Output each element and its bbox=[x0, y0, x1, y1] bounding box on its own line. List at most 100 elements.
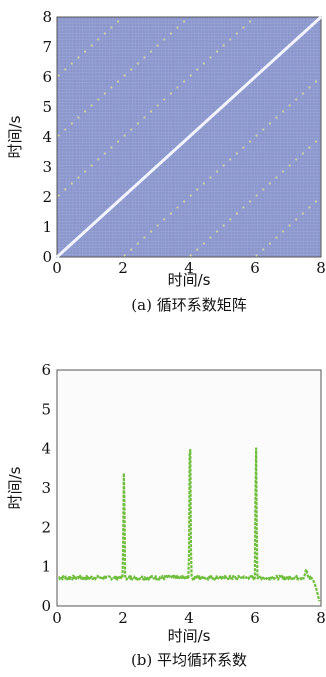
off-diagonal-dots bbox=[57, 20, 186, 137]
diagonal-dot bbox=[182, 20, 186, 23]
diagonal-dot bbox=[262, 248, 265, 251]
matrix-y-tick-label: 8 bbox=[42, 8, 52, 26]
diagonal-dot bbox=[222, 224, 225, 227]
average-y-tick-label: 3 bbox=[41, 479, 51, 497]
diagonal-dot bbox=[308, 206, 311, 209]
diagonal-dot bbox=[202, 242, 205, 245]
matrix-caption: (a) 循环系数矩阵 bbox=[131, 296, 246, 314]
diagonal-dot bbox=[301, 92, 304, 95]
diagonal-dot bbox=[57, 194, 60, 197]
diagonal-dot bbox=[189, 254, 192, 257]
average-x-tick-label: 0 bbox=[52, 609, 62, 627]
average-y-tick-label: 4 bbox=[41, 440, 51, 458]
diagonal-dot bbox=[314, 140, 318, 143]
diagonal-dot bbox=[90, 104, 93, 107]
diagonal-dot bbox=[149, 110, 153, 113]
diagonal-dot bbox=[182, 200, 186, 203]
diagonal-dot bbox=[182, 80, 186, 83]
diagonal-dot bbox=[275, 176, 278, 179]
average-y-label: 时间/s bbox=[6, 466, 24, 509]
diagonal-dot bbox=[83, 170, 87, 173]
matrix-x-label: 时间/s bbox=[168, 271, 211, 289]
diagonal-dot bbox=[202, 62, 205, 65]
diagonal-dot bbox=[189, 74, 192, 77]
diagonal-dot bbox=[281, 110, 285, 113]
diagonal-dot bbox=[97, 158, 100, 161]
diagonal-dot bbox=[123, 134, 126, 137]
diagonal-dot bbox=[314, 200, 318, 203]
diagonal-dot bbox=[136, 122, 139, 125]
diagonal-dot bbox=[103, 152, 106, 155]
matrix-y-tick-label: 6 bbox=[42, 68, 52, 86]
diagonal-dot bbox=[149, 230, 153, 233]
average-y-tick-label: 1 bbox=[41, 558, 51, 576]
diagonal-dot bbox=[295, 218, 298, 221]
diagonal-dot bbox=[288, 164, 291, 167]
off-diagonal-dots bbox=[123, 80, 318, 257]
diagonal-dot bbox=[130, 128, 133, 131]
average-caption: (b) 平均循环系数 bbox=[131, 651, 247, 669]
average-x-tick-label: 8 bbox=[316, 609, 326, 627]
diagonal-dot bbox=[110, 26, 113, 29]
diagonal-dot bbox=[196, 248, 199, 251]
diagonal-dot bbox=[169, 212, 172, 215]
diagonal-dot bbox=[130, 68, 133, 71]
diagonal-dot bbox=[70, 182, 73, 185]
diagonal-dot bbox=[222, 44, 225, 47]
diagonal-dot bbox=[301, 212, 304, 215]
diagonal-dot bbox=[116, 140, 120, 143]
matrix-x-tick-label: 8 bbox=[316, 259, 326, 277]
diagonal-dot bbox=[103, 32, 106, 35]
diagonal-dot bbox=[202, 182, 205, 185]
diagonal-dot bbox=[83, 110, 87, 113]
matrix-y-tick-label: 7 bbox=[42, 38, 52, 56]
diagonal-dot bbox=[314, 80, 318, 83]
diagonal-dot bbox=[295, 98, 298, 101]
diagonal-dot bbox=[196, 188, 199, 191]
diagonal-dot bbox=[149, 50, 153, 53]
diagonal-dot bbox=[110, 86, 113, 89]
average-y-ticks: 0 1 2 3 4 5 6 bbox=[41, 361, 51, 615]
diagonal-dot bbox=[209, 176, 212, 179]
diagonal-dot bbox=[110, 146, 113, 149]
diagonal-dot bbox=[255, 254, 258, 257]
diagonal-dot bbox=[123, 74, 126, 77]
diagonal-dot bbox=[255, 194, 258, 197]
diagonal-dot bbox=[123, 254, 126, 257]
matrix-diagonals bbox=[55, 15, 323, 259]
diagonal-dot bbox=[308, 86, 311, 89]
diagonal-dot bbox=[156, 224, 159, 227]
off-diagonal-dots bbox=[57, 20, 252, 197]
diagonal-dot bbox=[222, 164, 225, 167]
diagonal-dot bbox=[295, 158, 298, 161]
average-cyclic-coefficient-panel: 0 2 4 6 8 0 1 2 3 4 5 6 时间/s 时间/s (b) 平均循环系数 bbox=[6, 361, 326, 669]
diagonal-dot bbox=[83, 50, 87, 53]
diagonal-dot bbox=[275, 116, 278, 119]
diagonal-dot bbox=[169, 32, 172, 35]
diagonal-dot bbox=[90, 44, 93, 47]
diagonal-dot bbox=[242, 146, 245, 149]
diagonal-dot bbox=[281, 170, 285, 173]
matrix-y-label: 时间/s bbox=[6, 115, 24, 158]
diagonal-dot bbox=[64, 68, 67, 71]
average-y-tick-label: 0 bbox=[41, 597, 51, 615]
diagonal-dot bbox=[136, 242, 139, 245]
diagonal-dot bbox=[116, 80, 120, 83]
matrix-y-tick-label: 0 bbox=[42, 248, 52, 266]
diagonal-dot bbox=[77, 176, 80, 179]
diagonal-dot bbox=[242, 26, 245, 29]
diagonal-dot bbox=[275, 236, 278, 239]
diagonal-dot bbox=[143, 116, 146, 119]
diagonal-dot bbox=[288, 224, 291, 227]
diagonal-dot bbox=[97, 98, 100, 101]
diagonal-dot bbox=[169, 92, 172, 95]
average-x-ticks: 0 2 4 6 8 bbox=[52, 609, 326, 627]
diagonal-dot bbox=[262, 128, 265, 131]
main-diagonal-line bbox=[55, 15, 323, 259]
diagonal-dot bbox=[176, 86, 179, 89]
diagonal-dot bbox=[209, 236, 212, 239]
diagonal-dot bbox=[209, 56, 212, 59]
diagonal-dot bbox=[215, 170, 219, 173]
diagonal-dot bbox=[215, 230, 219, 233]
